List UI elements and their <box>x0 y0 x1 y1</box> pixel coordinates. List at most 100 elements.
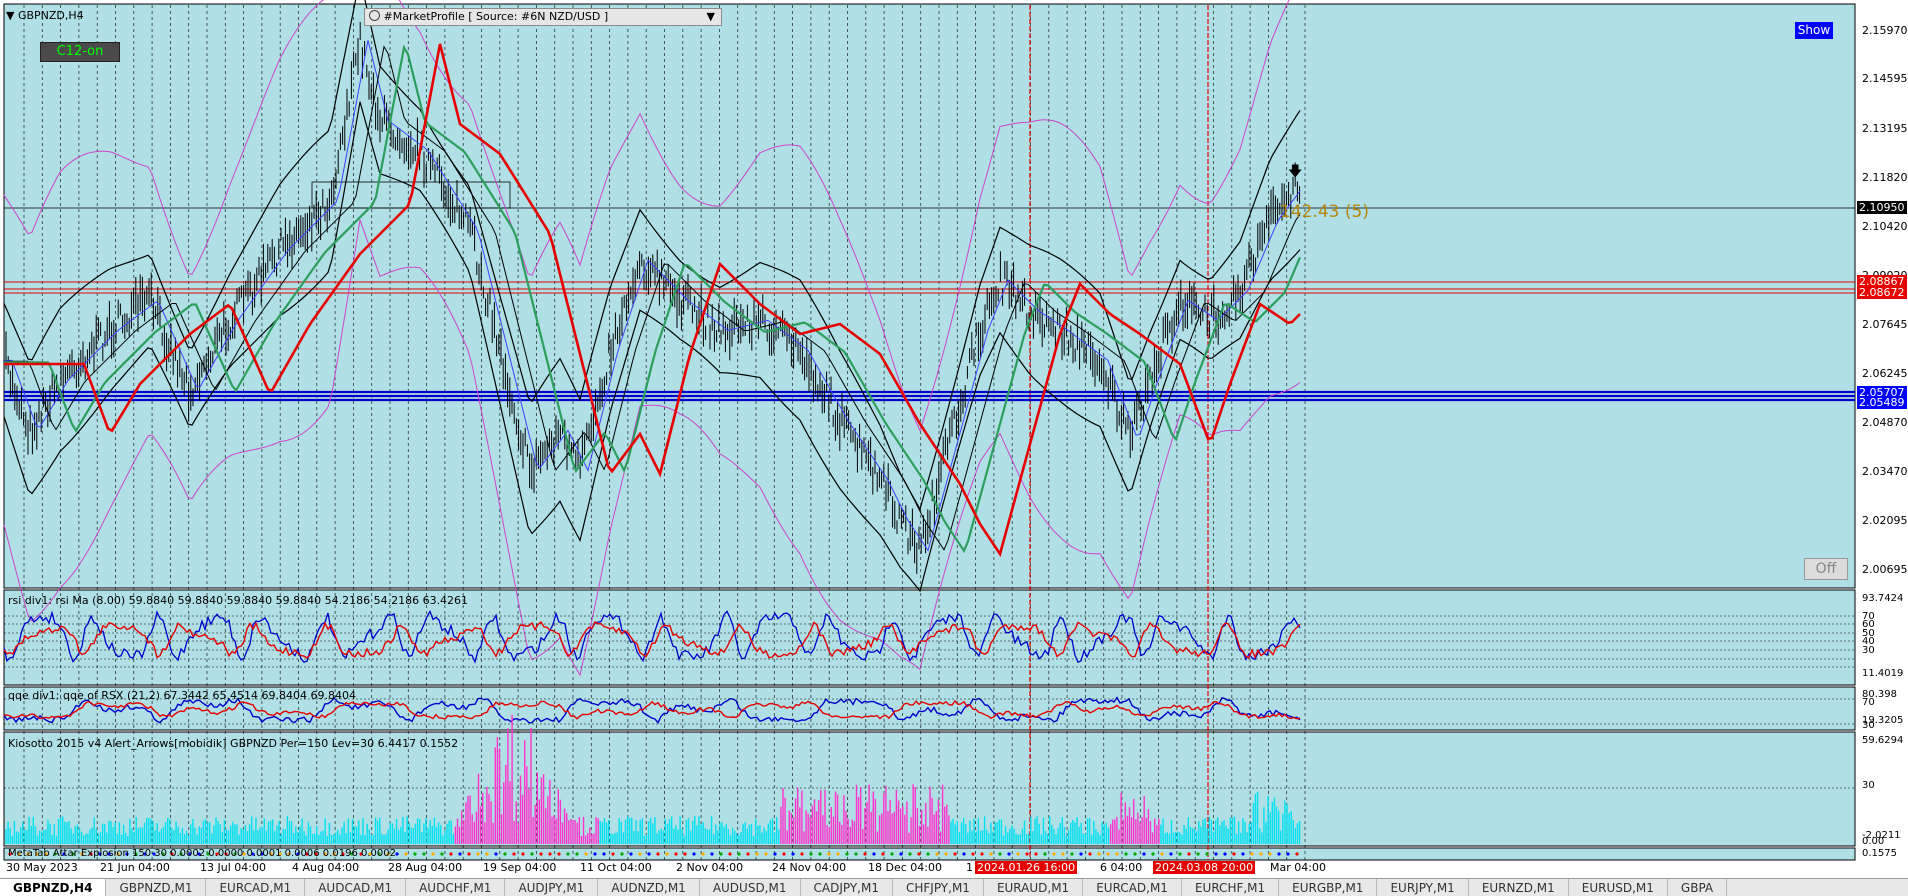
rsi-indicator-label: rsi div1: rsi Ma (8.00) 59.8840 59.8840 … <box>8 594 469 607</box>
price-scale-label: 2.14595 <box>1862 72 1908 85</box>
symbol-tab[interactable]: EURCAD,M1 <box>206 879 306 896</box>
explosion-dot <box>908 852 912 856</box>
symbol-tab[interactable]: EURGBP,M1 <box>1279 879 1378 896</box>
explosion-dot <box>674 852 678 856</box>
time-axis-label: 2 Nov 04:00 <box>676 861 744 874</box>
pane-qqe <box>3 686 1856 731</box>
explosion-dot <box>1124 852 1128 856</box>
symbol-tab[interactable]: CADJPY,M1 <box>801 879 893 896</box>
explosion-dot <box>935 852 939 856</box>
explosion-dot <box>278 852 282 856</box>
explosion-dot <box>359 852 363 856</box>
symbol-tab[interactable]: EURAUD,M1 <box>984 879 1084 896</box>
explosion-dot <box>692 852 696 856</box>
current-price-box: 2.10950 <box>1857 201 1907 214</box>
symbol-tab[interactable]: EURCAD,M1 <box>1083 879 1182 896</box>
explosion-dot <box>1169 852 1173 856</box>
explosion-dot <box>800 852 804 856</box>
time-axis-label: 11 Oct 04:00 <box>580 861 652 874</box>
rsi-scale-label: 11.4019 <box>1862 668 1904 679</box>
qqe-scale-label: 19.3205 <box>1862 715 1904 726</box>
price-scale-label: 2.10420 <box>1862 220 1908 233</box>
explosion-dot <box>980 852 984 856</box>
profile-circle-icon <box>369 10 380 21</box>
explosion-dot <box>566 852 570 856</box>
symbol-tab[interactable]: GBPNZD,H4 <box>0 879 107 896</box>
explosion-dot <box>944 852 948 856</box>
explosion-dot <box>26 852 30 856</box>
bottom_pane-scale-label: 0.00 <box>1862 836 1885 847</box>
symbol-tab[interactable]: GBPA <box>1668 879 1728 896</box>
price-scale-label: 2.15970 <box>1862 24 1908 37</box>
rsi-scale-label: 93.7424 <box>1862 593 1904 604</box>
time-axis-label: 24 Nov 04:00 <box>772 861 847 874</box>
time-axis-label: 21 Jun 04:00 <box>100 861 170 874</box>
time-axis-label: 1 <box>966 861 973 874</box>
symbol-tab[interactable]: AUDCAD,M1 <box>305 879 407 896</box>
explosion-dot <box>179 852 183 856</box>
show-button[interactable]: Show <box>1795 22 1833 39</box>
explosion-dot <box>881 852 885 856</box>
fast-ma-line <box>4 40 1301 552</box>
channel-lower <box>3 101 1301 593</box>
symbol-tab[interactable]: EURUSD,M1 <box>1569 879 1668 896</box>
bottom_pane-scale-label: 0.1575 <box>1862 848 1897 859</box>
explosion-dot <box>638 852 642 856</box>
rsi-scale-label: 30 <box>1862 645 1875 656</box>
time-axis-label: 19 Sep 04:00 <box>483 861 557 874</box>
explosion-dot <box>665 852 669 856</box>
symbol-tab[interactable]: GBPNZD,M1 <box>106 879 207 896</box>
mid-ma-line <box>4 45 1301 551</box>
rsi-scale-label: 70 <box>1862 611 1875 622</box>
symbol-tab[interactable]: EURJPY,M1 <box>1377 879 1469 896</box>
time-axis-label: 28 Aug 04:00 <box>388 861 463 874</box>
explosion-dot <box>1295 852 1299 856</box>
symbol-tab[interactable]: CHFJPY,M1 <box>893 879 984 896</box>
symbol-tab[interactable]: AUDUSD,M1 <box>700 879 801 896</box>
symbol-tab[interactable]: AUDNZD,M1 <box>598 879 700 896</box>
explosion-dot <box>197 852 201 856</box>
explosion-dot <box>107 852 111 856</box>
market-profile-header[interactable]: #MarketProfile [ Source: #6N NZD/USD ] ▼ <box>364 8 722 26</box>
qqe-scale-label: 30 <box>1862 720 1875 731</box>
explosion-dot <box>494 852 498 856</box>
explosion-dot <box>1205 852 1209 856</box>
symbol-tab[interactable]: AUDJPY,M1 <box>505 879 599 896</box>
explosion-dot <box>1007 852 1011 856</box>
off-button[interactable]: Off <box>1804 558 1848 580</box>
symbol-tab[interactable]: EURNZD,M1 <box>1469 879 1569 896</box>
explosion-dot <box>701 852 705 856</box>
rsi-ma-line <box>3 620 1301 660</box>
bottom-indicator-label: MetaTab Attar Explosion 150 30 0.0002 0.… <box>8 848 396 859</box>
time-axis-label: 18 Dec 04:00 <box>868 861 942 874</box>
explosion-dot <box>1034 852 1038 856</box>
explosion-dot <box>971 852 975 856</box>
explosion-dot <box>548 852 552 856</box>
explosion-dot <box>206 852 210 856</box>
qqe-indicator-label: qqe div1: qqe of RSX (21,2) 67.3442 65.4… <box>8 689 356 702</box>
c12-on-button[interactable]: C12-on <box>40 42 120 62</box>
symbol-tab[interactable]: AUDCHF,M1 <box>406 879 506 896</box>
explosion-dot <box>683 852 687 856</box>
explosion-dot <box>611 852 615 856</box>
explosion-dot <box>323 852 327 856</box>
explosion-dot <box>890 852 894 856</box>
explosion-dot <box>287 852 291 856</box>
red-ma-line <box>4 43 1301 558</box>
explosion-dot <box>863 852 867 856</box>
explosion-dot <box>1079 852 1083 856</box>
market-profile-box <box>311 181 511 209</box>
explosion-dot <box>422 852 426 856</box>
qqe-signal-line <box>3 699 1301 720</box>
kiosotto-indicator-label: Kiosotto 2015 v4 Alert_Arrows[mobidik] G… <box>8 737 459 750</box>
explosion-dot <box>926 852 930 856</box>
explosion-dot <box>1115 852 1119 856</box>
chart-canvas[interactable]: 🡇 <box>0 0 1908 878</box>
dropdown-arrow-icon[interactable]: ▼ <box>706 10 715 23</box>
explosion-dot <box>998 852 1002 856</box>
symbol-tabs: GBPNZD,H4 GBPNZD,M1 EURCAD,M1 AUDCAD,M1 AUDC… <box>0 878 1908 896</box>
red-level-box-upper: 2.08867 <box>1857 275 1907 288</box>
explosion-dot <box>539 852 543 856</box>
symbol-tab[interactable]: EURCHF,M1 <box>1182 879 1280 896</box>
